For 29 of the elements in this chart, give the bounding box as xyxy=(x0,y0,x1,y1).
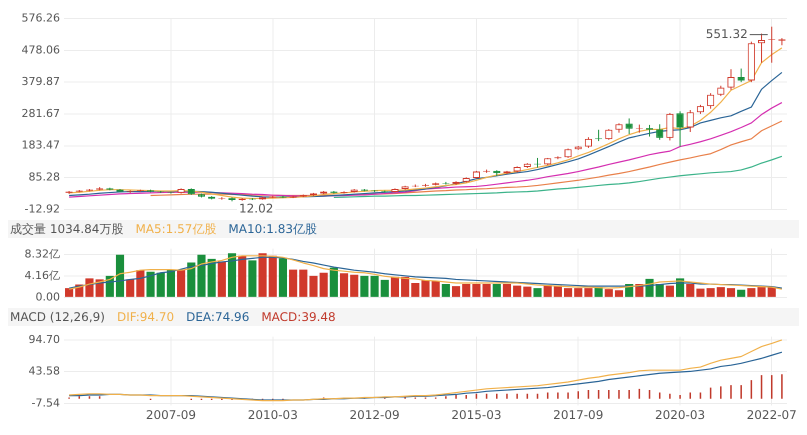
y-tick-label: -7.54 xyxy=(32,396,60,410)
y-tick-label: -12.92 xyxy=(24,202,60,216)
text: DIF:94.70 xyxy=(116,309,174,326)
y-tick-label: 43.58 xyxy=(28,364,60,378)
y-tick-label: 183.47 xyxy=(22,138,60,152)
y-tick-label: 8.32亿 xyxy=(24,248,60,261)
x-tick-label: 2017-09 xyxy=(553,408,604,422)
text: MACD:39.48 xyxy=(261,309,336,326)
x-tick-label: 2020-03 xyxy=(655,408,706,422)
chart-title: 成交量 1034.84万股 xyxy=(10,221,124,238)
x-tick-label: 2012-09 xyxy=(350,408,400,422)
y-tick-label: 0.00 xyxy=(36,290,60,304)
annotation: 12.02 xyxy=(239,201,274,216)
x-tick-label: 2010-03 xyxy=(248,408,298,422)
text: DEA:74.96 xyxy=(186,309,250,326)
y-tick-label: 281.67 xyxy=(22,106,60,120)
x-tick-label: 2022-07 xyxy=(746,408,797,422)
text: MA10:1.83亿股 xyxy=(228,221,317,238)
x-tick-label: 2015-03 xyxy=(451,408,502,422)
chart-title: MACD (12,26,9) xyxy=(10,309,105,326)
text: MA5:1.57亿股 xyxy=(135,221,216,238)
y-tick-label: 94.70 xyxy=(28,332,60,346)
x-tick-label: 2007-09 xyxy=(146,408,196,422)
y-tick-label: 85.28 xyxy=(28,170,60,184)
annotation: 551.32 xyxy=(706,26,748,41)
y-tick-label: 478.06 xyxy=(22,43,60,56)
y-tick-label: 4.16亿 xyxy=(24,268,60,282)
y-tick-label: 576.26 xyxy=(22,11,60,24)
y-tick-label: 379.87 xyxy=(22,75,60,88)
